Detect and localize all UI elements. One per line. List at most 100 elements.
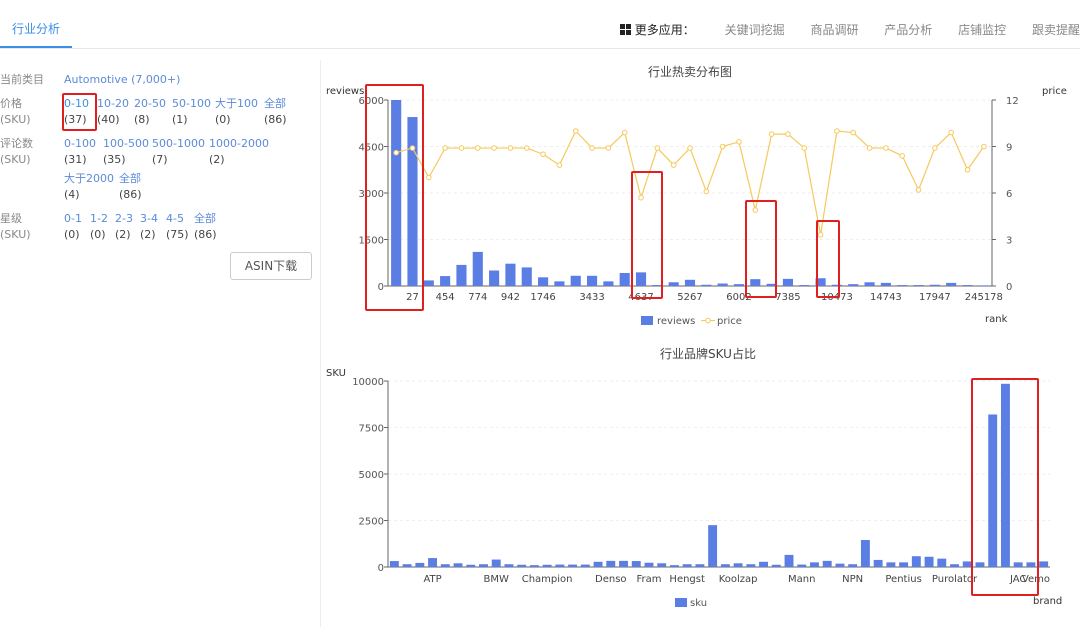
x-tick-label: 942	[501, 292, 520, 303]
bar-sku	[568, 564, 578, 567]
chart-title: 行业品牌SKU占比	[660, 346, 756, 361]
reviews-option-100-500[interactable]: 100-500 (35)	[103, 136, 149, 168]
bar-reviews	[782, 278, 794, 286]
reviews-sub: (SKU)	[0, 153, 31, 166]
tab-industry-analysis[interactable]: 行业分析	[0, 20, 72, 48]
price-point	[768, 131, 775, 137]
y-tick-label: 2500	[359, 517, 384, 528]
y2-axis-label: price	[1042, 86, 1067, 97]
app-product-research[interactable]: 商品调研	[810, 23, 859, 37]
bar-sku	[733, 563, 743, 567]
reviews-option-0-100[interactable]: 0-100 (31)	[64, 136, 96, 168]
stars-option-1-2[interactable]: 1-2 (0)	[90, 211, 108, 243]
bar-sku	[428, 558, 438, 567]
bar-reviews	[962, 285, 973, 286]
price-point	[409, 145, 416, 151]
price-option-over-100[interactable]: 大于100 (0)	[215, 96, 258, 128]
bar-reviews	[603, 281, 614, 286]
x-tick-label: 5267	[677, 292, 702, 303]
stars-sub: (SKU)	[0, 228, 31, 241]
more-apps: 更多应用： 关键词挖掘 商品调研 产品分析 店铺监控 跟卖提醒	[619, 21, 1080, 38]
bar-sku	[466, 564, 476, 567]
reviews-option-500-1000[interactable]: 500-1000 (7)	[152, 136, 205, 168]
price-point	[932, 145, 938, 151]
stars-option-2-3[interactable]: 2-3 (2)	[115, 211, 133, 243]
stars-label: 星级 (SKU)	[0, 211, 31, 243]
stars-option-count: (0)	[64, 228, 80, 241]
price-point	[426, 174, 432, 181]
app-keyword-mining[interactable]: 关键词挖掘	[724, 23, 785, 37]
reviews-label-text: 评论数	[0, 137, 33, 150]
price-point	[883, 145, 889, 151]
x-tick-label: 454	[436, 292, 455, 303]
x-tick-label: Pentius	[885, 574, 921, 585]
bar-sku	[708, 525, 718, 567]
price-option-10-20[interactable]: 10-20 (40)	[97, 96, 129, 128]
bar-sku	[771, 564, 781, 567]
app-product-analysis[interactable]: 产品分析	[884, 23, 933, 37]
bar-reviews	[586, 275, 598, 286]
x-tick-label: 774	[468, 292, 487, 303]
bar-reviews	[489, 270, 500, 286]
bar-sku	[950, 564, 959, 567]
reviews-option-1000-2000[interactable]: 1000-2000 (2)	[209, 136, 269, 168]
y-axis-label: reviews	[326, 86, 364, 97]
stars-option-count: (86)	[194, 228, 217, 241]
bar-sku	[784, 554, 794, 567]
price-point	[491, 145, 497, 151]
price-point	[572, 128, 579, 134]
bar-reviews	[929, 284, 940, 286]
stars-option-0-1[interactable]: 0-1 (0)	[64, 211, 82, 243]
bar-sku	[962, 561, 972, 567]
grid-icon	[619, 24, 631, 35]
reviews-option-all[interactable]: 全部 (86)	[119, 171, 142, 203]
highlight-box-top-ranks	[365, 84, 424, 311]
price-point	[507, 145, 514, 151]
price-option-text: 大于100	[215, 97, 258, 110]
app-store-monitor[interactable]: 店铺监控	[958, 23, 1007, 37]
x-tick-label: JAC	[1009, 574, 1026, 585]
asin-download-button[interactable]: ASIN下载	[230, 252, 312, 280]
x-tick-label: 17947	[919, 292, 951, 303]
legend-reviews-label: reviews	[657, 316, 695, 327]
reviews-option-over-2000[interactable]: 大于2000 (4)	[64, 171, 114, 203]
x-tick-label: Koolzap	[719, 574, 758, 585]
bar-reviews	[946, 282, 957, 286]
price-option-20-50[interactable]: 20-50 (8)	[134, 96, 166, 128]
y2-tick-label: 9	[1006, 143, 1012, 154]
x-tick-label: Purolator	[932, 574, 978, 585]
price-option-all[interactable]: 全部 (86)	[264, 96, 287, 128]
stars-option-all[interactable]: 全部 (86)	[194, 211, 217, 243]
price-option-count: (0)	[215, 113, 231, 126]
price-point	[719, 143, 726, 150]
bar-reviews	[766, 283, 777, 286]
price-option-0-10[interactable]: 0-10 (37)	[64, 96, 89, 128]
stars-option-count: (0)	[90, 228, 106, 241]
bar-reviews	[570, 275, 581, 286]
reviews-option-count: (86)	[119, 188, 142, 201]
legend-reviews-swatch	[641, 316, 653, 325]
bar-sku	[644, 562, 654, 567]
y-tick-label: 5000	[359, 470, 384, 481]
stars-option-3-4[interactable]: 3-4 (2)	[140, 211, 158, 243]
legend-price-marker	[705, 317, 711, 324]
reviews-option-count: (7)	[152, 153, 168, 166]
price-option-text: 全部	[264, 97, 286, 110]
x-tick-label: Vemo	[1022, 574, 1050, 585]
bar-sku	[1039, 561, 1049, 567]
bar-sku	[669, 565, 679, 567]
category-value[interactable]: Automotive (7,000+)	[64, 73, 181, 86]
bar-sku	[402, 564, 412, 567]
price-point	[915, 187, 922, 193]
bar-sku	[924, 556, 934, 567]
app-hijack-alert[interactable]: 跟卖提醒	[1031, 23, 1080, 37]
bar-reviews	[456, 264, 467, 286]
price-point	[981, 143, 987, 150]
reviews-option-text: 全部	[119, 172, 141, 185]
stars-option-4-5[interactable]: 4-5 (75)	[166, 211, 189, 243]
price-option-50-100[interactable]: 50-100 (1)	[172, 96, 211, 128]
stars-option-count: (2)	[115, 228, 131, 241]
reviews-option-text: 500-1000	[152, 137, 205, 150]
bar-reviews	[668, 282, 679, 286]
